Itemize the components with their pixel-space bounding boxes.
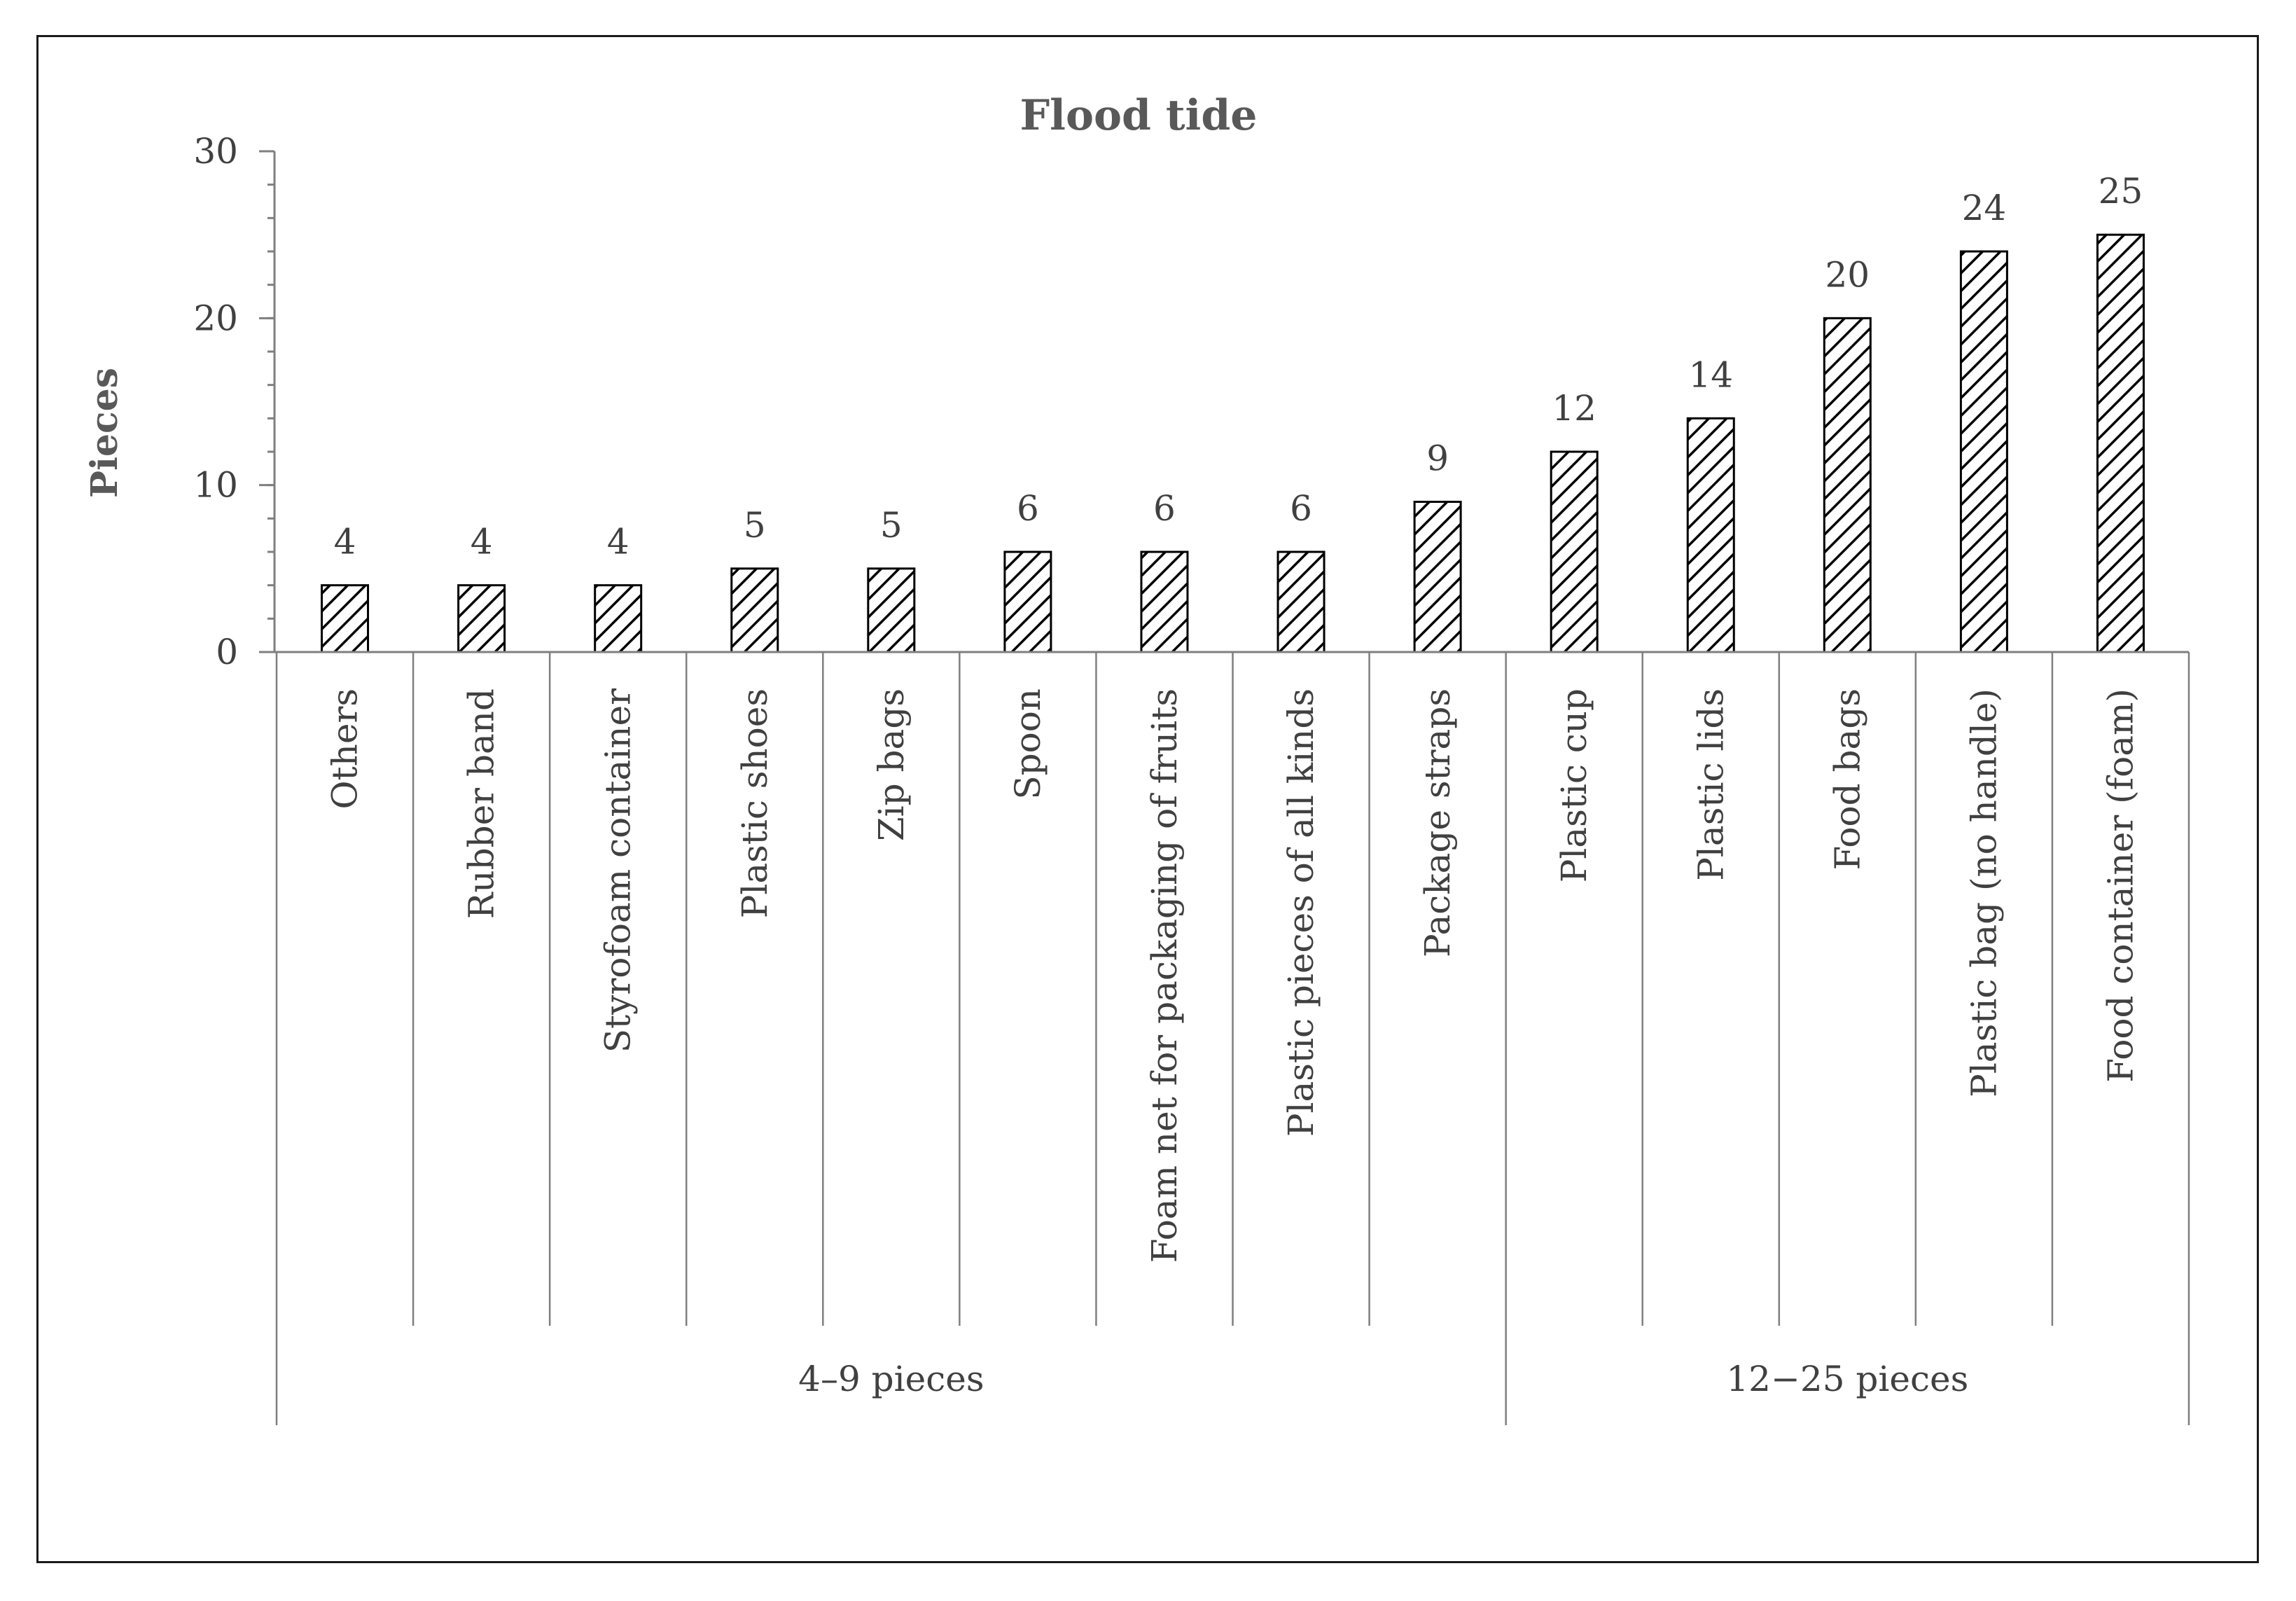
data-label: 5 <box>880 505 903 546</box>
y-tick-label: 10 <box>193 465 238 506</box>
data-label: 6 <box>1017 488 1039 529</box>
data-label: 4 <box>471 522 493 562</box>
category-label: Others <box>325 688 366 809</box>
category-label: Foam net for packaging of fruits <box>1144 688 1185 1263</box>
bar <box>867 567 916 653</box>
bar <box>730 567 779 653</box>
y-tick-label: 20 <box>193 298 238 338</box>
bar <box>1823 317 1872 653</box>
data-label: 24 <box>1962 188 2007 228</box>
category-label: Plastic shoes <box>735 688 775 918</box>
chart-frame: Flood tide Pieces 0 10 20 30 4 4 4 5 5 6 6 6 9 12 14 2… <box>36 35 2259 1563</box>
data-label: 4 <box>607 522 629 562</box>
data-label: 4 <box>334 522 356 562</box>
bar <box>2096 233 2145 653</box>
data-label: 20 <box>1825 254 1870 295</box>
group-label: 4–9 pieces <box>798 1359 984 1399</box>
category-label: Plastic bag (no handle) <box>1963 688 2004 1097</box>
data-label: 25 <box>2099 171 2143 212</box>
category-labels: Others Rubber band Styrofoam container Plas… <box>325 688 2141 1263</box>
category-label: Rubber band <box>461 688 502 919</box>
group-labels: 4–9 pieces 12−25 pieces <box>798 1359 1968 1399</box>
bar <box>1276 550 1326 653</box>
category-label: Plastic pieces of all kinds <box>1281 688 1321 1137</box>
y-tick-label: 0 <box>216 632 238 672</box>
x-axis <box>274 651 2190 1425</box>
category-label: Food bags <box>1827 688 1867 871</box>
data-label: 5 <box>744 505 766 546</box>
bar <box>1140 550 1189 653</box>
bar <box>1686 417 1735 653</box>
y-axis: 0 10 20 30 <box>193 131 276 672</box>
bar <box>321 584 370 653</box>
bar <box>1959 250 2008 653</box>
data-label: 6 <box>1290 488 1312 529</box>
y-tick-label: 30 <box>193 131 238 172</box>
data-label: 9 <box>1426 438 1449 479</box>
group-label: 12−25 pieces <box>1726 1359 1968 1399</box>
bars <box>321 233 2145 653</box>
category-label: Styrofoam container <box>598 688 639 1053</box>
data-labels: 4 4 4 5 5 6 6 6 9 12 14 20 24 25 <box>334 171 2143 562</box>
bar <box>457 584 506 653</box>
category-label: Food container (foam) <box>2100 688 2141 1083</box>
bar <box>594 584 643 653</box>
bar <box>1550 450 1599 653</box>
chart-title: Flood tide <box>1020 91 1258 140</box>
category-label: Spoon <box>1008 688 1048 800</box>
data-label: 12 <box>1552 388 1596 429</box>
data-label: 6 <box>1153 488 1176 529</box>
bar <box>1413 501 1462 653</box>
y-axis-label: Pieces <box>83 368 126 498</box>
bar-chart: Flood tide Pieces 0 10 20 30 4 4 4 5 5 6 6 6 9 12 14 2… <box>83 91 2190 1425</box>
category-label: Plastic lids <box>1690 688 1731 881</box>
category-label: Plastic cup <box>1554 688 1594 882</box>
category-label: Package straps <box>1417 688 1458 957</box>
category-label: Zip bags <box>871 688 912 841</box>
data-label: 14 <box>1688 354 1733 395</box>
bar <box>1003 550 1052 653</box>
